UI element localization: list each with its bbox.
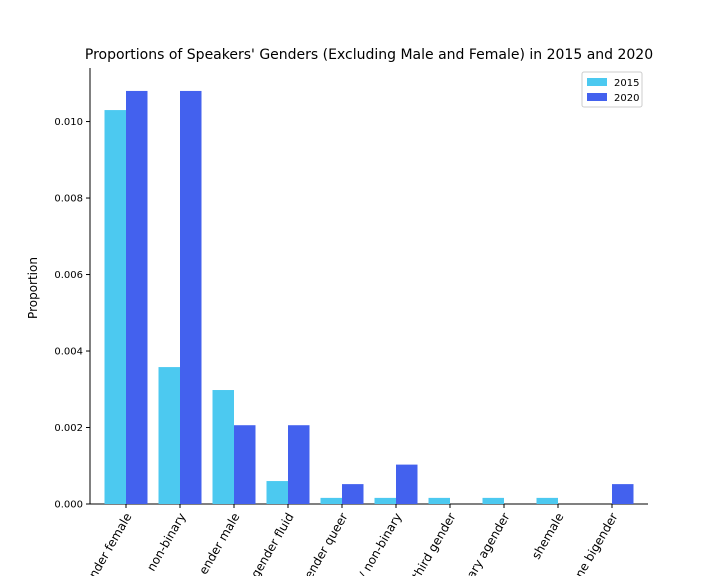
bar [159,367,181,504]
y-tick-label: 0.004 [54,347,83,358]
bar [105,110,127,504]
legend-label: 2020 [614,93,639,104]
x-tick-label: ne bigender [572,510,620,576]
bar [483,498,505,504]
bar [396,465,418,504]
x-tick-label: ender queer [302,510,351,576]
y-tick-label: 0.006 [54,270,83,281]
bar [267,481,289,504]
x-tick-label: non-binary [144,511,189,574]
x-tick-label: / non-binary [356,511,404,576]
x-tick-label: third gender [409,510,458,576]
x-tick-label: ender male [196,511,242,576]
bar [375,498,397,504]
bar [288,425,310,504]
x-tick-label: ender female [82,511,134,576]
y-axis-label: Proportion [26,257,40,319]
x-tick-label: shemale [529,511,567,562]
bar [180,91,202,504]
bar [537,498,559,504]
bar [429,498,451,504]
y-tick-label: 0.000 [54,500,83,511]
bar [126,91,148,504]
bar [612,484,634,504]
chart-title: Proportions of Speakers' Genders (Exclud… [85,47,653,63]
legend-swatch [587,78,607,86]
x-tick-label: gender fluid [248,511,296,576]
bar [321,498,343,504]
bar [213,390,235,504]
legend-label: 2015 [614,78,639,89]
y-tick-label: 0.010 [54,117,83,128]
bar [342,484,364,504]
x-tick-label: ary agender [464,510,513,576]
y-tick-label: 0.002 [54,423,83,434]
y-tick-label: 0.008 [54,194,83,205]
legend-swatch [587,93,607,101]
bar [234,425,256,504]
